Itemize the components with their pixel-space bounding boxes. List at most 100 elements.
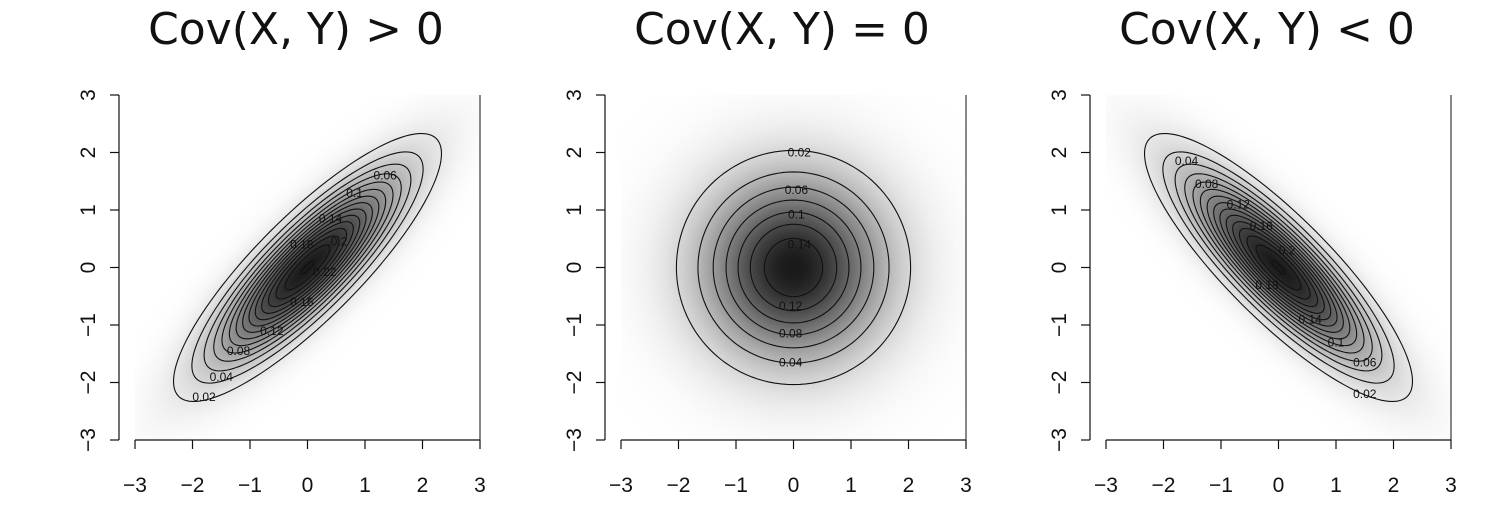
y-tick-label: 2	[563, 147, 586, 159]
x-tick-label: −2	[181, 474, 205, 497]
contour-lines	[172, 132, 443, 403]
contour-label: 0.08	[227, 344, 251, 358]
y-tick-label: 0	[1048, 262, 1071, 274]
contour-label: 0.16	[290, 295, 314, 309]
contour-label: 0.06	[785, 183, 809, 197]
x-tick-label: 1	[1330, 474, 1342, 497]
y-tick-label: −1	[1048, 313, 1071, 337]
contour-label: 0.14	[788, 238, 812, 252]
contour-line	[1174, 163, 1383, 372]
y-tick-label: −1	[563, 313, 586, 337]
contour-label: 0.04	[1175, 154, 1199, 168]
contour-label: 0.12	[1227, 197, 1251, 211]
panel-negative: 0.04 0.08 0.12 0.16 0.2 0.18 0.14 0.1 0.06 0.02 −3…	[1048, 89, 1457, 497]
panel-zero: 0.020.040.060.080.10.120.14−3 −2 −1 0 1 2 3−3−…	[563, 89, 972, 497]
contour-line	[275, 235, 340, 300]
contour-label: 0.02	[192, 390, 216, 404]
panel-positive: 0.02 0.04 0.06 0.08 0.1 0.12 0.14 0.16 0.18 0.2 0.…	[77, 89, 486, 497]
x-axis: −3 −2 −1 0 1 2 3	[1094, 439, 1457, 497]
y-tick-label: −2	[563, 371, 586, 395]
contour-lines	[1143, 132, 1414, 403]
y-tick-label: −3	[1048, 428, 1071, 452]
contour-line	[1184, 173, 1373, 362]
contour-line	[1246, 235, 1311, 300]
contour-lines	[675, 149, 912, 386]
x-tick-label: −1	[724, 474, 748, 497]
x-tick-label: 3	[474, 474, 486, 497]
panel-title-positive: Cov(X, Y) > 0	[148, 4, 444, 55]
x-tick-label: −1	[238, 474, 262, 497]
contour-line	[261, 221, 354, 314]
contour-line	[1192, 181, 1365, 354]
x-tick-label: 2	[417, 474, 429, 497]
contour-line	[763, 237, 824, 298]
x-tick-label: −3	[1094, 474, 1118, 497]
contour-label: 0.12	[779, 299, 803, 313]
contour-line	[300, 260, 315, 275]
y-tick-label: −3	[77, 428, 100, 452]
contour-line	[267, 227, 348, 308]
contour-line	[235, 195, 380, 340]
contour-line	[1219, 208, 1338, 327]
y-tick-label: 3	[77, 89, 100, 101]
contour-label: 0.14	[1298, 312, 1322, 326]
contour-label: 0.1	[788, 208, 805, 222]
y-tick-label: 0	[563, 262, 586, 274]
contour-label: 0.1	[1328, 335, 1345, 349]
contour-line	[191, 151, 424, 384]
y-tick-label: 0	[77, 262, 100, 274]
contour-line	[712, 186, 875, 349]
y-tick-label: −2	[1048, 371, 1071, 395]
contour-line	[1206, 195, 1351, 340]
contour-label: 0.02	[1353, 387, 1377, 401]
x-tick-label: −1	[1209, 474, 1233, 497]
x-tick-label: −2	[1152, 474, 1176, 497]
contour-line	[1213, 202, 1344, 333]
contour-line	[675, 149, 912, 386]
contour-line	[284, 244, 331, 291]
x-tick-label: 3	[960, 474, 972, 497]
y-axis: −3 −2 −1 0 1 2 3	[563, 89, 606, 452]
contour-label: 0.12	[260, 324, 284, 338]
contour-line	[697, 171, 890, 364]
contour-line	[242, 202, 373, 333]
y-tick-label: 3	[1048, 89, 1071, 101]
contour-line	[228, 188, 387, 347]
y-tick-label: −2	[77, 371, 100, 395]
x-tick-label: −3	[609, 474, 633, 497]
contour-label: 0.08	[1195, 177, 1219, 191]
y-tick-label: −3	[563, 428, 586, 452]
panel-title-negative: Cov(X, Y) < 0	[1119, 4, 1415, 55]
contour-line	[749, 223, 838, 312]
contour-label: 0.2	[1279, 243, 1296, 257]
y-tick-label: 2	[1048, 147, 1071, 159]
contour-label: 0.04	[210, 370, 234, 384]
y-axis: −3 −2 −1 0 1 2 3	[1048, 89, 1091, 452]
contour-line	[221, 181, 394, 354]
contour-line	[725, 199, 862, 336]
contour-line	[1225, 214, 1332, 321]
contour-line	[213, 173, 402, 362]
y-tick-label: 3	[563, 89, 586, 101]
contour-line	[1271, 260, 1286, 275]
x-tick-label: 2	[1388, 474, 1400, 497]
x-tick-label: 0	[788, 474, 800, 497]
contour-label: 0.02	[788, 146, 812, 160]
contour-label: 0.18	[290, 238, 314, 252]
contour-line	[1199, 188, 1358, 347]
contour-label: 0.06	[1353, 355, 1377, 369]
contour-label: 0.06	[373, 169, 397, 183]
density-image	[621, 95, 966, 440]
density-image	[135, 95, 480, 440]
x-tick-label: 1	[845, 474, 857, 497]
density-image	[1106, 95, 1451, 440]
x-axis: −3 −2 −1 0 1 2 3	[123, 439, 486, 497]
x-tick-label: −3	[123, 474, 147, 497]
contour-label: 0.14	[319, 212, 343, 226]
y-tick-label: 1	[563, 204, 586, 216]
contour-label: 0.2	[331, 235, 348, 249]
contour-line	[1232, 221, 1325, 314]
x-tick-label: 0	[302, 474, 314, 497]
